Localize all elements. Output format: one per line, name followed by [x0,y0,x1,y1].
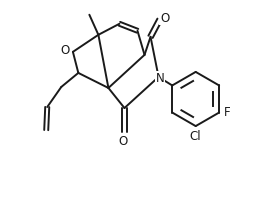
Text: O: O [160,12,169,25]
Text: Cl: Cl [190,130,202,143]
Text: N: N [156,72,164,85]
Text: F: F [224,106,230,119]
Text: O: O [118,135,127,148]
Text: O: O [61,44,70,57]
